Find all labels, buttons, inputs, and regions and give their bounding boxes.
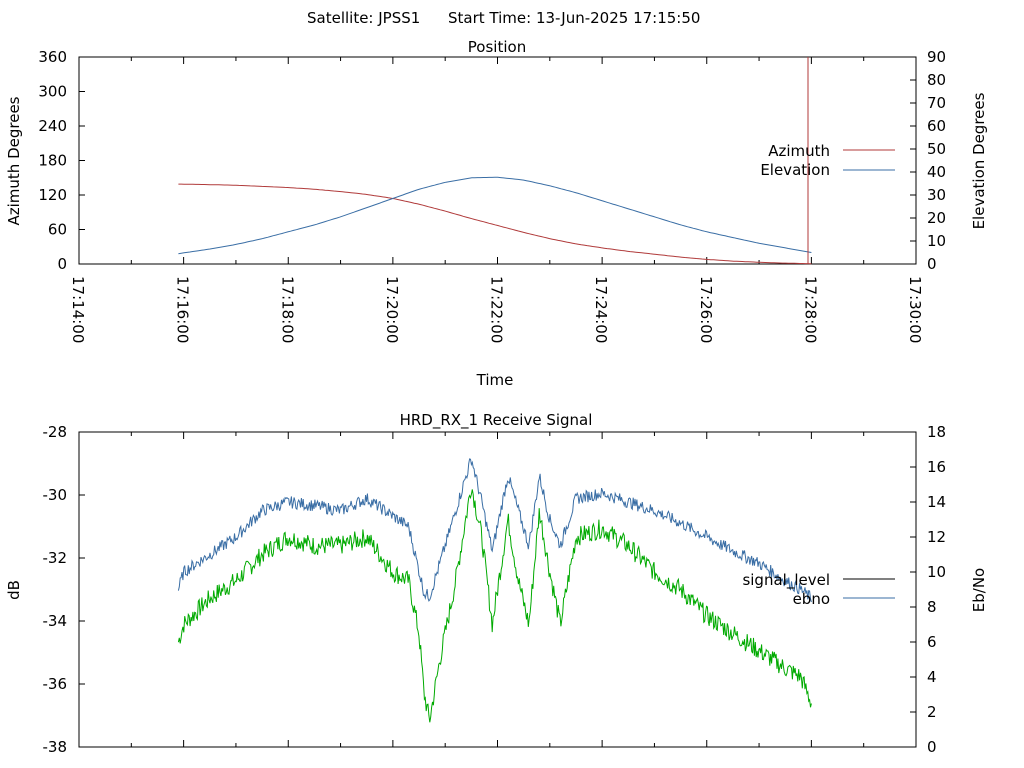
- position-y-tick-label: 360: [38, 48, 67, 66]
- legend-ebno-label: ebno: [793, 590, 830, 608]
- signal-y-tick-label: -30: [43, 486, 68, 504]
- x-tick-label: 17:22:00: [488, 276, 506, 343]
- elevation-series-line: [178, 176, 812, 255]
- signal-y2-tick-label: 6: [927, 633, 937, 651]
- position-y-tick-label: 0: [57, 255, 67, 273]
- green-trace-line: [177, 489, 812, 723]
- position-y2-tick-label: 80: [927, 71, 946, 89]
- position-y2-tick-label: 90: [927, 48, 946, 66]
- signal-y-tick-label: -28: [43, 423, 68, 441]
- x-tick-label: 17:20:00: [383, 276, 401, 343]
- position-plot-title: Position: [468, 38, 526, 56]
- start-time-label: Start Time: 13-Jun-2025 17:15:50: [448, 9, 700, 27]
- legend-azimuth-label: Azimuth: [768, 142, 830, 160]
- signal-y-tick-label: -36: [43, 675, 68, 693]
- position-x-axis: 17:14:00 17:16:00 17:18:00 17:20:00 17:22:00…: [69, 57, 924, 343]
- position-y-tick-label: 60: [48, 221, 67, 239]
- signal-y2-tick-label: 0: [927, 738, 937, 756]
- signal-plot-title: HRD_RX_1 Receive Signal: [400, 411, 593, 430]
- x-tick-label: 17:24:00: [592, 276, 610, 343]
- position-y2-tick-label: 0: [927, 255, 937, 273]
- signal-y-tick-label: -34: [43, 612, 68, 630]
- position-y2-tick-label: 10: [927, 232, 946, 250]
- x-tick-label: 17:18:00: [278, 276, 296, 343]
- ebno-series-line: [177, 458, 812, 603]
- position-plot: Position 0 60 120 180 240 300 360 0 10 20 30 40 50 6…: [5, 38, 988, 389]
- signal-y-tick-label: -32: [43, 549, 68, 567]
- position-y-tick-label: 120: [38, 186, 67, 204]
- position-y2-tick-label: 30: [927, 186, 946, 204]
- x-tick-label: 17:26:00: [697, 276, 715, 343]
- x-tick-label: 17:28:00: [801, 276, 819, 343]
- signal-y2-tick-label: 10: [927, 563, 946, 581]
- position-y2label: Elevation Degrees: [970, 92, 988, 229]
- legend-elevation-label: Elevation: [760, 161, 830, 179]
- signal-ylabel: dB: [5, 580, 23, 600]
- signal-y2-tick-label: 18: [927, 423, 946, 441]
- satellite-label: Satellite: JPSS1: [307, 9, 420, 27]
- position-y-tick-label: 240: [38, 117, 67, 135]
- position-y2-tick-label: 70: [927, 94, 946, 112]
- signal-y2-tick-label: 12: [927, 528, 946, 546]
- signal-y2label: Eb/No: [970, 568, 988, 612]
- position-y2-tick-label: 60: [927, 117, 946, 135]
- position-y-tick-label: 300: [38, 83, 67, 101]
- position-xlabel: Time: [476, 371, 514, 389]
- position-y2-axis: 0 10 20 30 40 50 60 70 80 90: [910, 48, 946, 273]
- signal-y2-axis: 0 2 4 6 8 10 12 14 16 18: [910, 423, 946, 756]
- signal-plot: HRD_RX_1 Receive Signal -38-36-34-32-30-…: [5, 411, 988, 756]
- position-y-axis: 0 60 120 180 240 300 360: [38, 48, 85, 273]
- signal-y2-tick-label: 14: [927, 493, 946, 511]
- position-ylabel: Azimuth Degrees: [5, 96, 23, 225]
- signal-y2-tick-label: 4: [927, 668, 937, 686]
- position-y2-tick-label: 20: [927, 209, 946, 227]
- signal-y-tick-label: -38: [43, 738, 68, 756]
- position-y2-tick-label: 50: [927, 140, 946, 158]
- signal-y-axis: -38 -36 -34 -32 -30 -28: [43, 423, 85, 756]
- position-y2-tick-label: 40: [927, 163, 946, 181]
- azimuth-series-line: [178, 183, 812, 265]
- signal-y2-tick-label: 8: [927, 598, 937, 616]
- x-tick-label: 17:14:00: [69, 276, 87, 343]
- legend-signal-level-label: signal_level: [742, 571, 830, 590]
- signal-y2-tick-label: 16: [927, 458, 946, 476]
- position-y-tick-label: 180: [38, 152, 67, 170]
- signal-y2-tick-label: 2: [927, 703, 937, 721]
- x-tick-label: 17:30:00: [906, 276, 924, 343]
- signal-x-axis: [78, 432, 917, 747]
- x-tick-label: 17:16:00: [174, 276, 192, 343]
